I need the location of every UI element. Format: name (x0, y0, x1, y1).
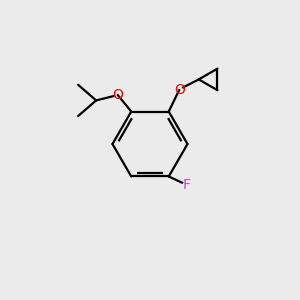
Text: O: O (112, 88, 123, 102)
Text: F: F (183, 178, 191, 192)
Text: O: O (174, 83, 185, 97)
